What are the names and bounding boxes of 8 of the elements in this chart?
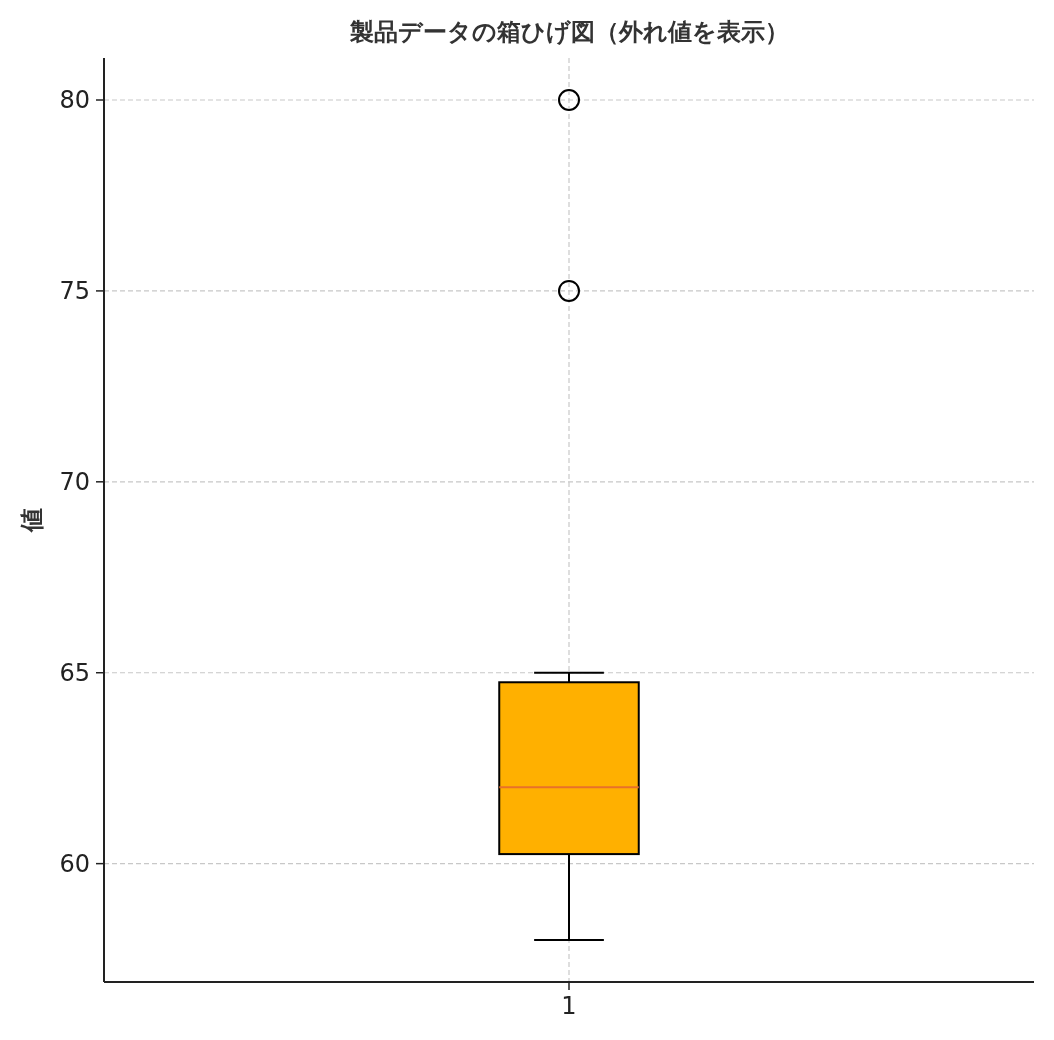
y-tick-label: 80 <box>59 86 90 115</box>
y-tick-label: 70 <box>59 468 90 497</box>
y-tick-label: 60 <box>59 850 90 879</box>
y-tick-label: 65 <box>59 659 90 688</box>
x-tick-label: 1 <box>561 992 577 1020</box>
y-axis-title: 値 <box>18 508 46 533</box>
chart-title: 製品データの箱ひげ図（外れ値を表示） <box>348 18 789 46</box>
y-tick-label: 75 <box>59 277 90 306</box>
